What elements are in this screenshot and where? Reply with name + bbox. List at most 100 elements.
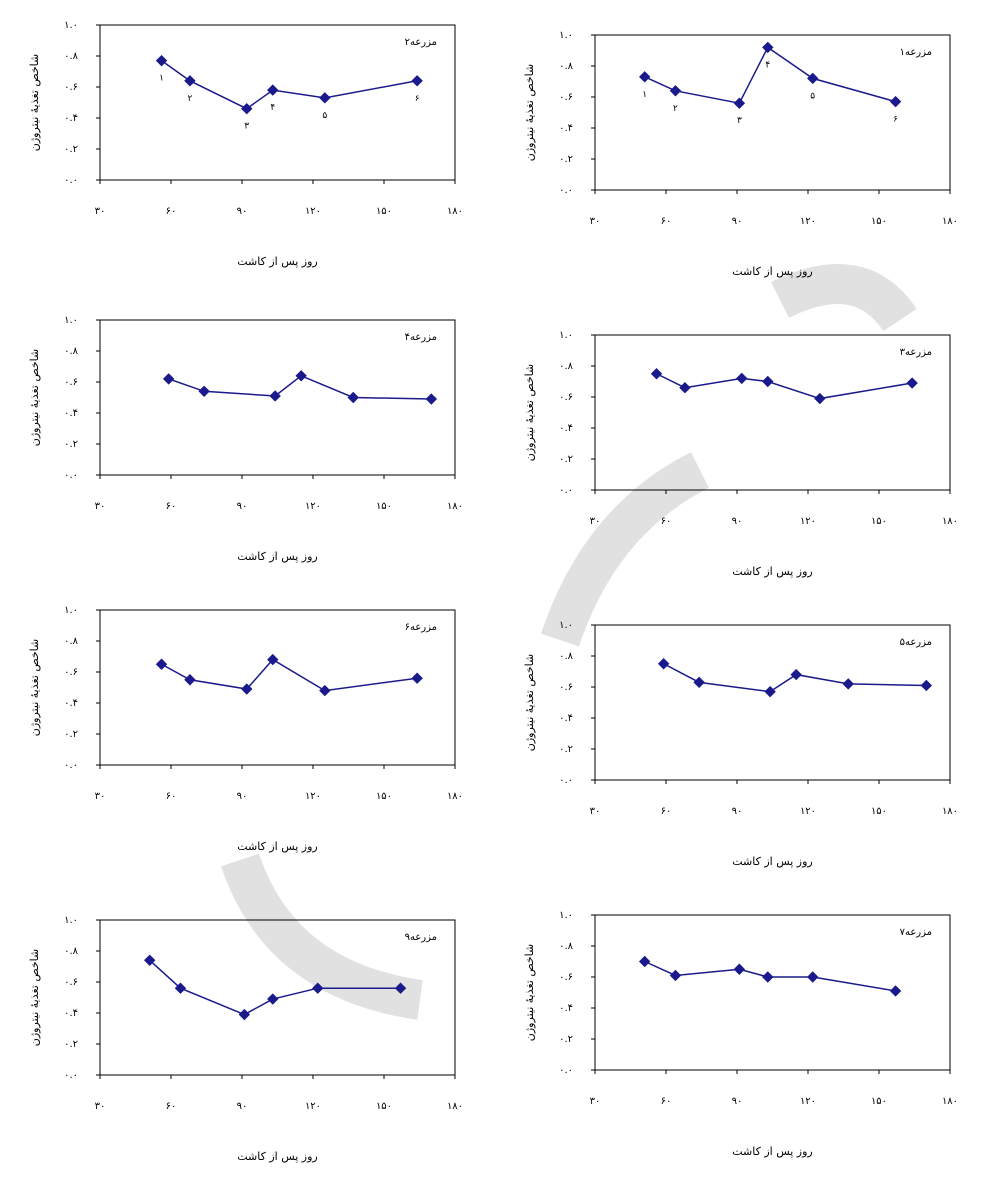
x-tick-label: ۱۲۰ (305, 206, 321, 217)
data-point (807, 971, 819, 983)
data-point (638, 955, 651, 968)
data-point (920, 679, 933, 692)
series-line (656, 373, 913, 400)
y-tick-label: ۰.۴ (559, 123, 573, 134)
y-axis-title: شاخص تغذیهٔ نیتروژن (523, 944, 536, 1041)
x-tick-label: ۶۰ (661, 516, 672, 527)
y-tick-label: ۰.۸ (64, 636, 79, 647)
data-point (733, 97, 746, 109)
x-tick-label: ۳۰ (95, 501, 106, 512)
data-point (155, 54, 168, 67)
chart-svg: ۰.۰ ۰.۲ ۰.۴ ۰.۶ ۰.۸ ۱.۰ ۳۰ ۶۰ ۹۰ ۱۲۰ ۱۵۰ ۱۸۰ شاخص تغ… (28, 20, 463, 268)
data-point (312, 982, 324, 994)
y-tick-label: ۰.۲ (559, 1034, 573, 1045)
data-point (679, 381, 691, 394)
y-tick-label: ۰.۲ (64, 439, 78, 450)
y-tick-label: ۰.۶ (559, 682, 573, 693)
y-tick-label: ۰.۶ (64, 667, 78, 678)
farm-label: مزرعه۵ (900, 637, 932, 648)
plot-frame (594, 334, 951, 491)
y-tick-label: ۰.۰ (64, 760, 78, 771)
chart-panel: ۰.۰ ۰.۲ ۰.۴ ۰.۶ ۰.۸ ۱.۰ ۳۰ ۶۰ ۹۰ ۱۲۰ ۱۵۰ ۱۸۰ شاخص تغ… (0, 900, 480, 1175)
y-tick-label: ۰.۸ (559, 651, 574, 662)
x-axis-title: روز پس از کاشت (237, 840, 318, 853)
y-tick-label: ۰.۲ (559, 744, 573, 755)
y-tick-label: ۰.۰ (64, 1070, 78, 1081)
y-tick-label: ۰.۸ (559, 361, 574, 372)
plot-frame (594, 914, 951, 1071)
y-tick-label: ۰.۴ (559, 1003, 573, 1014)
point-label: ۵ (810, 91, 815, 101)
data-point (650, 368, 663, 380)
data-point (842, 678, 854, 690)
chart-panel: ۰.۰ ۰.۲ ۰.۴ ۰.۶ ۰.۸ ۱.۰ ۳۰ ۶۰ ۹۰ ۱۲۰ ۱۵۰ ۱۸۰ شاخص تغ… (495, 315, 975, 590)
x-tick-label: ۱۵۰ (376, 791, 392, 802)
x-tick-label: ۱۲۰ (800, 516, 816, 527)
y-axis-title: شاخص تغذیهٔ نیتروژن (28, 639, 41, 736)
data-point (733, 963, 746, 975)
data-point (889, 985, 902, 997)
x-axis-title: روز پس از کاشت (732, 855, 813, 868)
data-point (184, 674, 196, 686)
x-tick-label: ۱۲۰ (305, 501, 321, 512)
series-line (149, 959, 401, 1016)
plot-frame (594, 34, 951, 191)
x-tick-label: ۹۰ (732, 516, 743, 527)
y-tick-label: ۰.۲ (559, 154, 573, 165)
y-axis-title: شاخص تغذیهٔ نیتروژن (523, 654, 536, 751)
data-point (198, 385, 210, 398)
y-tick-label: ۱.۰ (559, 620, 573, 631)
y-tick-label: ۱.۰ (64, 315, 78, 326)
chart-svg: ۰.۰ ۰.۲ ۰.۴ ۰.۶ ۰.۸ ۱.۰ ۳۰ ۶۰ ۹۰ ۱۲۰ ۱۵۰ ۱۸۰ شاخص تغ… (28, 915, 463, 1163)
x-tick-label: ۶۰ (661, 216, 672, 227)
chart-svg: ۰.۰ ۰.۲ ۰.۴ ۰.۶ ۰.۸ ۱.۰ ۳۰ ۶۰ ۹۰ ۱۲۰ ۱۵۰ ۱۸۰ شاخص تغ… (523, 910, 958, 1158)
chart-panel: ۰.۰ ۰.۲ ۰.۴ ۰.۶ ۰.۸ ۱.۰ ۳۰ ۶۰ ۹۰ ۱۲۰ ۱۵۰ ۱۸۰ شاخص تغ… (0, 5, 480, 280)
y-tick-label: ۰.۰ (559, 185, 573, 196)
data-point (238, 1008, 251, 1021)
y-tick-label: ۰.۰ (64, 175, 78, 186)
data-point (319, 92, 331, 104)
x-tick-label: ۶۰ (166, 791, 177, 802)
data-point (807, 72, 819, 85)
data-point (347, 391, 359, 404)
x-axis-title: روز پس از کاشت (237, 1150, 318, 1163)
farm-label: مزرعه۳ (900, 347, 932, 358)
series-line (644, 960, 896, 992)
x-axis-title: روز پس از کاشت (237, 550, 318, 563)
x-tick-label: ۶۰ (661, 806, 672, 817)
x-tick-label: ۱۵۰ (376, 501, 392, 512)
x-tick-label: ۳۰ (590, 1096, 601, 1107)
point-label: ۱ (642, 90, 647, 100)
data-point (638, 71, 651, 83)
series-line (168, 374, 432, 400)
x-tick-label: ۱۸۰ (942, 1096, 958, 1107)
x-tick-label: ۱۵۰ (871, 516, 887, 527)
point-label: ۵ (322, 111, 327, 121)
point-label: ۴ (270, 103, 275, 113)
y-tick-label: ۰.۸ (559, 61, 574, 72)
y-tick-label: ۰.۲ (64, 729, 78, 740)
data-point (762, 971, 774, 983)
x-tick-label: ۶۰ (166, 206, 177, 217)
data-point (241, 102, 253, 115)
y-tick-label: ۰.۴ (559, 713, 573, 724)
y-tick-label: ۰.۴ (64, 113, 78, 124)
chart-panel: ۰.۰ ۰.۲ ۰.۴ ۰.۶ ۰.۸ ۱.۰ ۳۰ ۶۰ ۹۰ ۱۲۰ ۱۵۰ ۱۸۰ شاخص تغ… (0, 590, 480, 865)
data-point (693, 676, 705, 689)
y-tick-label: ۰.۰ (64, 470, 78, 481)
y-tick-label: ۱.۰ (559, 330, 573, 341)
x-tick-label: ۱۵۰ (376, 1101, 392, 1112)
chart-svg: ۰.۰ ۰.۲ ۰.۴ ۰.۶ ۰.۸ ۱.۰ ۳۰ ۶۰ ۹۰ ۱۲۰ ۱۵۰ ۱۸۰ شاخص تغ… (523, 620, 958, 868)
point-label: ۶ (415, 94, 420, 104)
farm-label: مزرعه۶ (405, 622, 437, 633)
point-label: ۶ (893, 115, 898, 125)
data-point (184, 75, 196, 87)
data-point (267, 993, 279, 1005)
x-tick-label: ۳۰ (95, 791, 106, 802)
charts-grid: ۰.۰ ۰.۲ ۰.۴ ۰.۶ ۰.۸ ۱.۰ ۳۰ ۶۰ ۹۰ ۱۲۰ ۱۵۰ ۱۸۰ شاخص تغ… (0, 5, 975, 1163)
y-tick-label: ۰.۴ (559, 423, 573, 434)
y-tick-label: ۰.۶ (64, 977, 78, 988)
point-label: ۴ (765, 60, 770, 70)
x-tick-label: ۱۸۰ (942, 516, 958, 527)
data-point (790, 668, 802, 681)
